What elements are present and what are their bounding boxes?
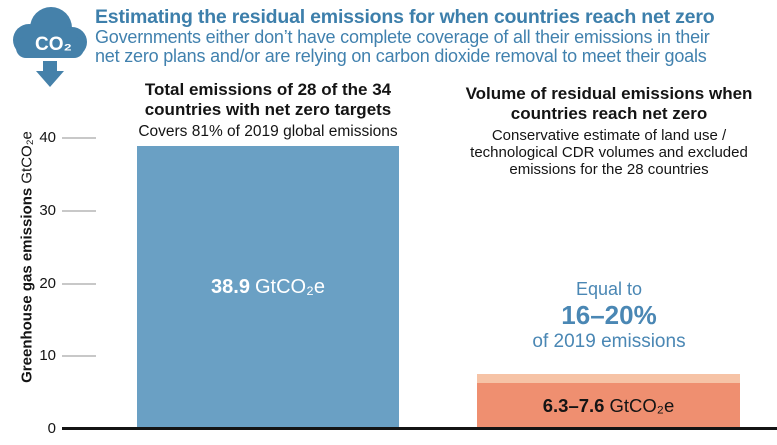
total-emissions-bar: 38.9 GtCO₂e [137,146,399,429]
left-column-title: Total emissions of 28 of the 34 countrie… [144,80,392,119]
residual-emissions-bar: 6.3–7.6 GtCO₂e [477,383,740,429]
y-tick-label-40: 40 [39,129,56,146]
residual-emissions-value-label: 6.3–7.6 GtCO₂e [543,395,674,417]
equivalence-annotation: Equal to 16–20% of 2019 emissions [448,279,770,353]
y-tick-label-20: 20 [39,274,56,292]
total-emissions-value-label: 38.9 GtCO₂e [211,276,325,299]
annotation-line-1: Equal to [575,279,643,299]
page-title: Estimating the residual emissions for wh… [95,6,715,28]
co2-icon-label: CO₂ [35,34,72,55]
left-column-note: Covers 81% of 2019 global emissions [138,123,398,140]
residual-emissions-value: 6.3–7.6 [542,395,605,417]
y-tick-label-0: 0 [47,420,56,437]
right-column-heading: Volume of residual emissions when countr… [448,84,770,178]
y-tick-label-30: 30 [39,201,56,219]
total-emissions-unit: GtCO₂e [254,276,325,298]
y-axis-label: Greenhouse gas emissions GtCO₂e [19,131,36,383]
annotation-line-2: 16–20% [561,300,657,330]
annotation-line-3: of 2019 emissions [532,331,686,352]
page-subtitle-line-2: net zero plans and/or are relying on car… [95,46,707,66]
page-subtitle-line-1: Governments either don’t have complete c… [95,27,710,47]
y-tick-mark-20 [62,282,96,285]
page-subtitle: Governments either don’t have complete c… [95,28,775,66]
right-column-title: Volume of residual emissions when countr… [465,84,753,123]
y-tick-label-10: 10 [39,347,56,365]
co2-cloud-arrow-icon: CO₂ [13,7,87,87]
y-tick-mark-10 [62,355,96,358]
x-axis-line [62,427,777,430]
total-emissions-value: 38.9 [211,276,250,298]
y-tick-mark-30 [62,209,96,212]
residual-emissions-unit: GtCO₂e [609,395,675,417]
left-column-heading: Total emissions of 28 of the 34 countrie… [108,80,428,141]
right-column-note: Conservative estimate of land use / tech… [470,127,748,178]
y-tick-mark-40 [62,137,96,139]
